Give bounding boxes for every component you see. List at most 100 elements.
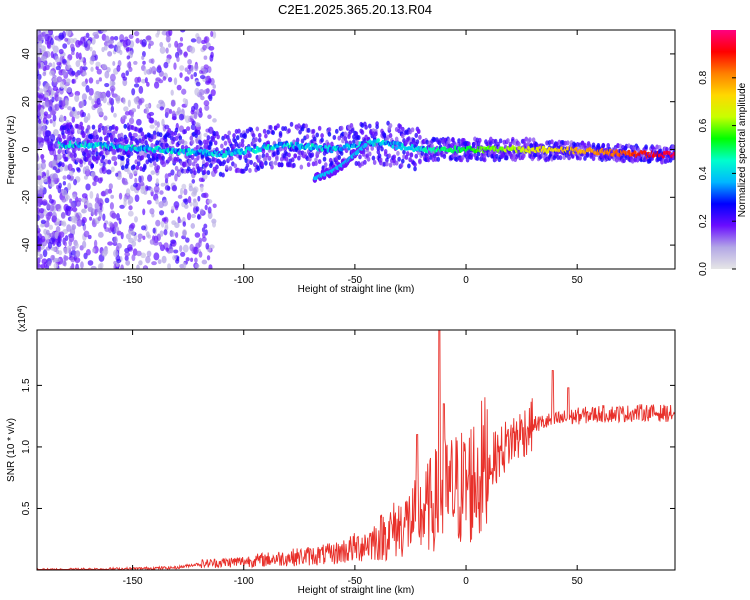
spectrogram-cell (482, 157, 487, 163)
spectrogram-cell (53, 129, 59, 136)
spectrogram-cell (179, 65, 185, 71)
spectrogram-cell (95, 61, 101, 67)
spectrogram-cell (277, 138, 282, 144)
spectrogram-cell (212, 31, 217, 39)
spectrogram-cell (96, 97, 101, 106)
spectrogram-cell (200, 185, 204, 193)
spectrogram-cell (75, 51, 80, 59)
y-tick-label: 1.0 (21, 440, 32, 454)
spectrogram-cell (207, 114, 212, 120)
spectrogram-cell (162, 76, 167, 81)
spectrogram-cell (136, 118, 142, 126)
spectrogram-cell (116, 45, 121, 54)
spectrogram-cell (332, 135, 337, 141)
spectrogram-cell (78, 52, 82, 60)
spectrogram-cell (119, 132, 124, 138)
spectrogram-cell (134, 30, 140, 37)
spectrogram-cell (41, 199, 48, 206)
spectrogram-cell (143, 68, 148, 76)
spectrogram-cell (93, 104, 99, 109)
spectrogram-cell (193, 71, 198, 77)
spectrogram-cell (150, 170, 156, 175)
spectrogram-cell (124, 147, 129, 152)
spectrogram-cell (203, 148, 207, 153)
spectrogram-cell (264, 133, 268, 139)
spectrogram-cell (54, 104, 58, 111)
spectrogram-cell (200, 95, 205, 101)
spectrogram-cell (73, 179, 78, 186)
spectrogram-cell (96, 193, 100, 201)
spectrogram-cell (398, 142, 402, 147)
spectrogram-cell (86, 125, 91, 131)
spectrogram-cell (40, 235, 46, 243)
spectrogram-cell (129, 147, 133, 152)
spectrogram-cell (233, 163, 238, 169)
spectrogram-cell (415, 139, 420, 145)
spectrogram-cell (61, 130, 65, 136)
spectrogram-cell (42, 71, 47, 77)
spectrogram-cell (374, 131, 378, 137)
spectrogram-cell (43, 85, 47, 93)
spectrogram-cell (193, 111, 198, 120)
spectrogram-cell (37, 56, 42, 64)
spectrogram-cell (79, 65, 83, 74)
spectrogram-cell (182, 221, 187, 227)
spectrogram-cell (397, 156, 401, 162)
spectrogram-cell (166, 185, 171, 191)
spectrogram-cell (80, 100, 85, 108)
spectrogram-cell (387, 153, 392, 159)
spectrogram-cell (165, 247, 169, 252)
spectrogram-cell (38, 118, 42, 124)
spectrogram-cell (290, 157, 295, 163)
spectrogram-cell (65, 30, 72, 37)
spectrogram-cell (67, 144, 71, 149)
spectrogram-cell (293, 153, 298, 159)
spectrogram-cell (81, 112, 86, 118)
spectrogram-cell (85, 32, 90, 39)
spectrogram-cell (140, 155, 145, 161)
spectrogram-cell (173, 77, 178, 86)
spectrogram-cell (131, 88, 136, 96)
spectrogram-cell (416, 128, 421, 134)
spectrogram-cell (113, 112, 117, 118)
spectrogram-cell (407, 163, 411, 169)
spectrogram-cell (240, 138, 245, 144)
spectrogram-cell (498, 138, 503, 144)
spectrogram-cell (56, 96, 62, 101)
spectrogram-cell (158, 132, 163, 138)
spectrogram-cell (190, 109, 195, 115)
spectrogram-cell (270, 160, 274, 166)
spectrogram-cell (58, 32, 65, 40)
spectrogram-cell (104, 188, 109, 195)
spectrogram-cell (41, 31, 46, 37)
spectrogram-cell (257, 154, 262, 160)
spectrogram-cell (475, 155, 480, 161)
spectrogram-cell (111, 156, 115, 162)
spectrogram-cell (85, 183, 91, 191)
spectrogram-cell (124, 139, 129, 145)
spectrogram-cell (70, 127, 75, 133)
spectrogram-cell (140, 131, 145, 137)
spectrogram-cell (320, 137, 324, 143)
spectrogram-cell (208, 93, 213, 102)
spectrogram-cell (182, 244, 189, 253)
spectrogram-cell (87, 260, 94, 266)
spectrogram-cell (276, 123, 280, 129)
spectrogram-cell (45, 99, 50, 108)
spectrogram-cell (39, 108, 44, 116)
spectrogram-cell (83, 41, 88, 48)
spectrogram-cell (64, 37, 69, 42)
spectrogram-cell (388, 123, 393, 129)
spectrogram-cell (190, 124, 196, 131)
spectrogram-cell (400, 126, 405, 132)
spectrogram-cell (197, 195, 201, 202)
spectrogram-cell (54, 55, 60, 63)
colorbar-ticks: 0.0 0.2 0.4 0.6 0.8 (698, 70, 736, 276)
spectrogram-cell (66, 134, 70, 143)
spectrogram-cell (81, 93, 87, 101)
spectrogram-cell (138, 98, 143, 106)
spectrogram-cell (212, 221, 217, 228)
spectrogram-cell (127, 244, 133, 251)
y-tick-label: 0 (21, 146, 32, 152)
spectrogram-cell (195, 206, 200, 212)
